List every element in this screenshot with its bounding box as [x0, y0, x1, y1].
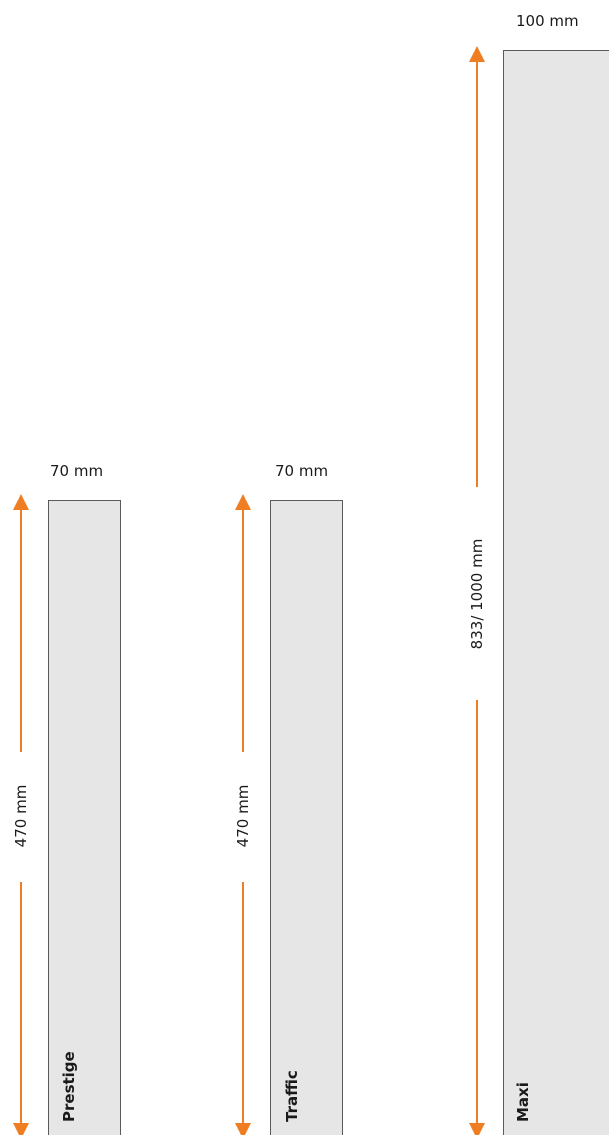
- maxi-height-label: 833/ 1000 mm: [468, 538, 486, 650]
- traffic-height-label: 470 mm: [234, 784, 252, 848]
- traffic-post: [270, 500, 343, 1135]
- traffic-name-label: Traffic: [283, 1070, 301, 1122]
- prestige-name-label: Prestige: [60, 1051, 78, 1122]
- prestige-post: [48, 500, 121, 1135]
- prestige-height-label: 470 mm: [12, 784, 30, 848]
- traffic-width-label: 70 mm: [275, 462, 329, 480]
- maxi-name-label: Maxi: [514, 1082, 532, 1122]
- prestige-width-label: 70 mm: [50, 462, 104, 480]
- maxi-width-label: 100 mm: [516, 12, 579, 30]
- maxi-post: [503, 50, 609, 1135]
